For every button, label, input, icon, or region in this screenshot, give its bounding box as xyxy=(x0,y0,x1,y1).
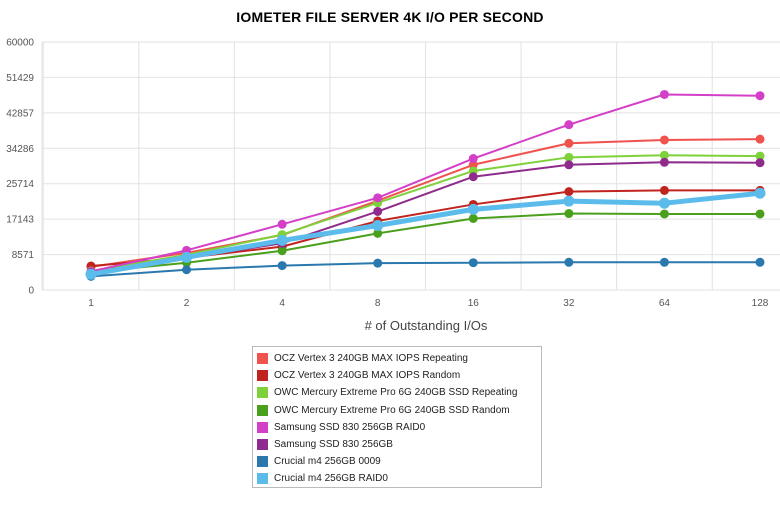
line-chart: 0 8571 17143 25714 34286 42857 51429 60000 1 2 4 8… xyxy=(6,38,780,333)
data-point[interactable] xyxy=(659,89,669,99)
series-8 xyxy=(85,187,766,280)
legend-label: OCZ Vertex 3 240GB MAX IOPS Repeating xyxy=(274,353,468,365)
data-point[interactable] xyxy=(659,257,669,267)
data-point[interactable] xyxy=(755,91,765,101)
legend-label: Crucial m4 256GB 0009 xyxy=(274,456,381,468)
data-point[interactable] xyxy=(755,158,765,168)
data-point[interactable] xyxy=(276,234,288,246)
data-point[interactable] xyxy=(468,160,478,170)
legend-label: OWC Mercury Extreme Pro 6G 240GB SSD Ran… xyxy=(274,404,510,416)
data-point[interactable] xyxy=(754,187,766,199)
legend-item[interactable]: OCZ Vertex 3 240GB MAX IOPS Random xyxy=(257,367,537,384)
legend-label: Samsung SSD 830 256GB RAID0 xyxy=(274,421,426,433)
legend-label: Crucial m4 256GB RAID0 xyxy=(274,473,388,485)
data-point[interactable] xyxy=(659,135,669,145)
legend-label: OWC Mercury Extreme Pro 6G 240GB SSD Rep… xyxy=(274,387,518,399)
y-tick-label: 17143 xyxy=(6,215,34,226)
data-point[interactable] xyxy=(277,246,287,256)
legend-swatch xyxy=(257,370,268,382)
y-tick-label: 51429 xyxy=(6,73,34,84)
data-point[interactable] xyxy=(372,220,384,232)
series-line xyxy=(90,138,761,268)
data-point[interactable] xyxy=(564,120,574,130)
data-point[interactable] xyxy=(564,187,574,197)
legend-swatch xyxy=(257,353,268,365)
series-line xyxy=(90,93,761,273)
data-point[interactable] xyxy=(373,258,383,268)
grid-lines xyxy=(41,41,780,291)
data-point[interactable] xyxy=(755,151,765,161)
data-point[interactable] xyxy=(468,172,478,182)
data-point[interactable] xyxy=(373,193,383,203)
y-axis-ticks: 0 8571 17143 25714 34286 42857 51429 60000 xyxy=(6,38,34,297)
y-tick-label: 8571 xyxy=(12,250,35,261)
series-7 xyxy=(86,257,765,281)
series-line xyxy=(90,212,761,274)
data-point[interactable] xyxy=(658,197,670,209)
data-point[interactable] xyxy=(755,257,765,267)
series-line xyxy=(88,190,763,277)
legend-swatch xyxy=(257,456,268,468)
data-point[interactable] xyxy=(277,261,287,271)
legend-item[interactable]: Samsung SSD 830 256GB xyxy=(257,436,537,453)
data-point[interactable] xyxy=(659,185,669,195)
legend-swatch xyxy=(257,421,268,433)
data-point[interactable] xyxy=(373,228,383,238)
data-point[interactable] xyxy=(564,138,574,148)
data-point[interactable] xyxy=(468,258,478,268)
legend-item[interactable]: Crucial m4 256GB 0009 xyxy=(257,453,537,470)
legend-item[interactable]: OWC Mercury Extreme Pro 6G 240GB SSD Rep… xyxy=(257,384,537,401)
y-tick-label: 42857 xyxy=(6,108,34,119)
data-point[interactable] xyxy=(563,195,575,207)
legend-swatch xyxy=(257,404,268,416)
x-tick-label: 32 xyxy=(563,298,575,309)
y-tick-label: 34286 xyxy=(6,144,34,155)
data-point[interactable] xyxy=(755,134,765,144)
data-point[interactable] xyxy=(373,206,383,216)
x-tick-label: 2 xyxy=(184,298,190,309)
legend-item[interactable]: OCZ Vertex 3 240GB MAX IOPS Repeating xyxy=(257,350,537,367)
series-5 xyxy=(86,89,765,276)
series-line xyxy=(90,154,761,272)
legend-item[interactable]: OWC Mercury Extreme Pro 6G 240GB SSD Ran… xyxy=(257,402,537,419)
data-point[interactable] xyxy=(659,150,669,160)
data-point[interactable] xyxy=(277,219,287,229)
data-point[interactable] xyxy=(659,209,669,219)
y-tick-label: 0 xyxy=(28,286,34,297)
data-point[interactable] xyxy=(181,251,193,263)
legend-item[interactable]: Samsung SSD 830 256GB RAID0 xyxy=(257,419,537,436)
legend-swatch xyxy=(257,387,268,399)
x-axis-ticks: 1 2 4 8 16 32 64 128 xyxy=(88,298,769,309)
data-point[interactable] xyxy=(467,203,479,215)
data-point[interactable] xyxy=(564,209,574,219)
x-tick-label: 1 xyxy=(88,298,94,309)
legend: OCZ Vertex 3 240GB MAX IOPS Repeating OCZ… xyxy=(252,346,542,488)
data-point[interactable] xyxy=(564,257,574,267)
x-tick-label: 4 xyxy=(279,298,285,309)
y-tick-label: 25714 xyxy=(6,179,34,190)
data-point[interactable] xyxy=(468,154,478,164)
data-point[interactable] xyxy=(182,265,192,275)
legend-label: Samsung SSD 830 256GB xyxy=(274,439,393,451)
data-point[interactable] xyxy=(659,157,669,167)
data-point[interactable] xyxy=(755,209,765,219)
data-point[interactable] xyxy=(468,213,478,223)
x-axis-title: # of Outstanding I/Os xyxy=(365,318,488,333)
y-tick-label: 60000 xyxy=(6,38,34,49)
data-point[interactable] xyxy=(85,268,97,280)
legend-label: OCZ Vertex 3 240GB MAX IOPS Random xyxy=(274,370,461,382)
data-point[interactable] xyxy=(564,152,574,162)
data-point[interactable] xyxy=(564,160,574,170)
legend-item[interactable]: Crucial m4 256GB RAID0 xyxy=(257,470,537,487)
chart-title: IOMETER FILE SERVER 4K I/O PER SECOND xyxy=(236,9,544,25)
x-tick-label: 128 xyxy=(752,298,769,309)
x-tick-label: 16 xyxy=(468,298,480,309)
legend-swatch xyxy=(257,439,268,451)
legend-swatch xyxy=(257,473,268,485)
series-lines xyxy=(85,89,766,281)
x-tick-label: 64 xyxy=(659,298,671,309)
series-line xyxy=(90,261,761,278)
x-tick-label: 8 xyxy=(375,298,381,309)
